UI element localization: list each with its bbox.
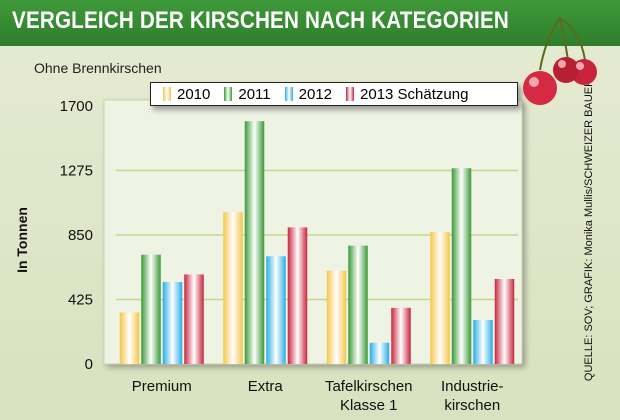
bar-2012: [369, 342, 390, 364]
title-bar: VERGLEICH DER KIRSCHEN NACH KATEGORIEN: [0, 0, 620, 46]
legend-swatch: [224, 87, 233, 101]
bar-2013-schätzung: [494, 279, 515, 364]
y-tick-label: 0: [85, 356, 93, 373]
bar-2011: [451, 168, 472, 364]
y-tick-label: 850: [68, 227, 93, 244]
legend-label: 2011: [238, 85, 271, 103]
bar-2013-schätzung: [184, 274, 204, 364]
bar-2010: [223, 212, 243, 364]
x-tick-label: Extra: [248, 378, 284, 395]
chart-subtitle: Ohne Brennkirschen: [34, 60, 162, 76]
x-tick-label: Tafelkirschen: [325, 378, 413, 395]
bar-2013-schätzung: [391, 307, 411, 364]
legend-swatch: [346, 87, 355, 101]
legend-item: 2010: [163, 86, 210, 103]
y-tick-label: 1275: [60, 163, 93, 180]
x-tick-label: Premium: [132, 378, 192, 395]
legend-label: 2012: [298, 85, 333, 103]
chart-title: VERGLEICH DER KIRSCHEN NACH KATEGORIEN: [12, 7, 509, 34]
y-tick-label: 1700: [60, 98, 93, 115]
legend-item: 2012: [284, 85, 333, 103]
x-tick-label: Industrie-: [441, 378, 504, 395]
legend-item: 2013 Schätzung: [346, 86, 468, 103]
legend: 2010 2011 2012 2013 Schätzung: [150, 82, 518, 106]
legend-label: 2010: [177, 85, 211, 103]
bar-2011: [141, 254, 161, 364]
bar-2013-schätzung: [287, 227, 308, 364]
bar-2010: [119, 312, 140, 364]
bar-2012: [266, 256, 286, 364]
bar-2010: [326, 270, 347, 364]
bar-2012: [162, 282, 183, 364]
bar-2010: [430, 231, 450, 364]
legend-item: 2011: [224, 85, 271, 103]
bar-2011: [244, 121, 265, 364]
y-tick-label: 425: [68, 292, 93, 309]
x-tick-label: kirschen: [444, 397, 500, 414]
legend-swatch: [284, 87, 293, 101]
x-tick-label: Klasse 1: [340, 397, 398, 414]
bar-2012: [473, 319, 493, 364]
legend-label: 2013 Schätzung: [360, 85, 469, 103]
bar-2011: [348, 245, 368, 364]
legend-swatch: [163, 87, 171, 101]
